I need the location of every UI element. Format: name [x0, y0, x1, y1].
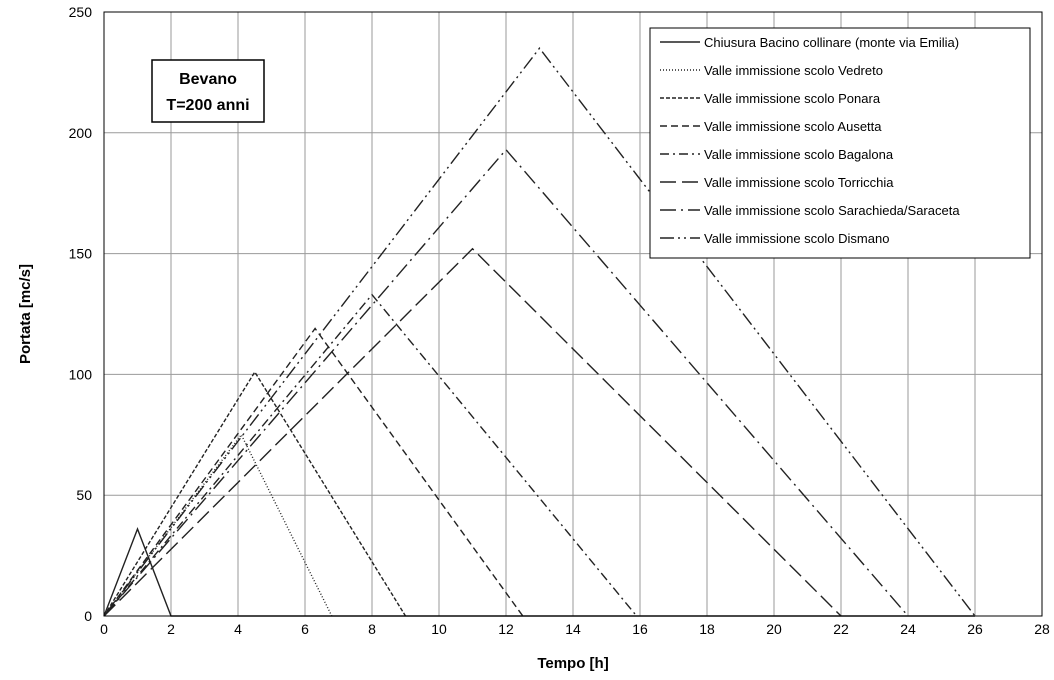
legend-label: Valle immissione scolo Vedreto	[704, 63, 883, 78]
x-tick-label: 4	[234, 621, 242, 637]
x-tick-label: 14	[565, 621, 581, 637]
annotation-line-1: Bevano	[179, 71, 237, 88]
series-line-6	[103, 247, 842, 617]
x-axis-title: Tempo [h]	[537, 655, 608, 672]
x-tick-label: 28	[1034, 621, 1050, 637]
annotation-line-2: T=200 anni	[166, 97, 249, 114]
series-line-5	[103, 293, 638, 617]
series-line-2	[103, 433, 333, 617]
annotation-box: Bevano T=200 anni	[151, 59, 265, 123]
legend-label: Valle immissione scolo Sarachieda/Sarace…	[704, 203, 960, 218]
series-line-7	[103, 148, 909, 617]
series-line-4	[103, 327, 524, 617]
x-tick-label: 20	[766, 621, 782, 637]
x-tick-label: 22	[833, 621, 849, 637]
x-tick-label: 26	[967, 621, 983, 637]
legend-label: Valle immissione scolo Ponara	[704, 91, 881, 106]
legend-label: Valle immissione scolo Torricchia	[704, 175, 894, 190]
x-tick-label: 24	[900, 621, 916, 637]
y-tick-label: 150	[69, 246, 93, 262]
x-tick-label: 2	[167, 621, 175, 637]
y-tick-label: 50	[76, 487, 92, 503]
x-tick-label: 16	[632, 621, 648, 637]
y-tick-label: 200	[69, 125, 93, 141]
plot-frame	[103, 11, 1043, 617]
x-tick-label: 6	[301, 621, 309, 637]
legend-label: Valle immissione scolo Dismano	[704, 231, 889, 246]
x-tick-label: 0	[100, 621, 108, 637]
x-tick-label: 18	[699, 621, 715, 637]
y-axis-title: Portata [mc/s]	[17, 264, 34, 364]
legend-label: Valle immissione scolo Ausetta	[704, 119, 882, 134]
series-line-8	[103, 47, 976, 617]
legend-label: Chiusura Bacino collinare (monte via Emi…	[704, 35, 959, 50]
x-tick-label: 10	[431, 621, 447, 637]
x-tick-label: 12	[498, 621, 514, 637]
y-tick-label: 0	[84, 608, 92, 624]
series-line-3	[103, 370, 407, 617]
legend-label: Valle immissione scolo Bagalona	[704, 147, 894, 162]
y-tick-label: 250	[69, 4, 93, 20]
legend: Chiusura Bacino collinare (monte via Emi…	[649, 27, 1031, 259]
y-tick-label: 100	[69, 366, 93, 382]
x-tick-label: 8	[368, 621, 376, 637]
